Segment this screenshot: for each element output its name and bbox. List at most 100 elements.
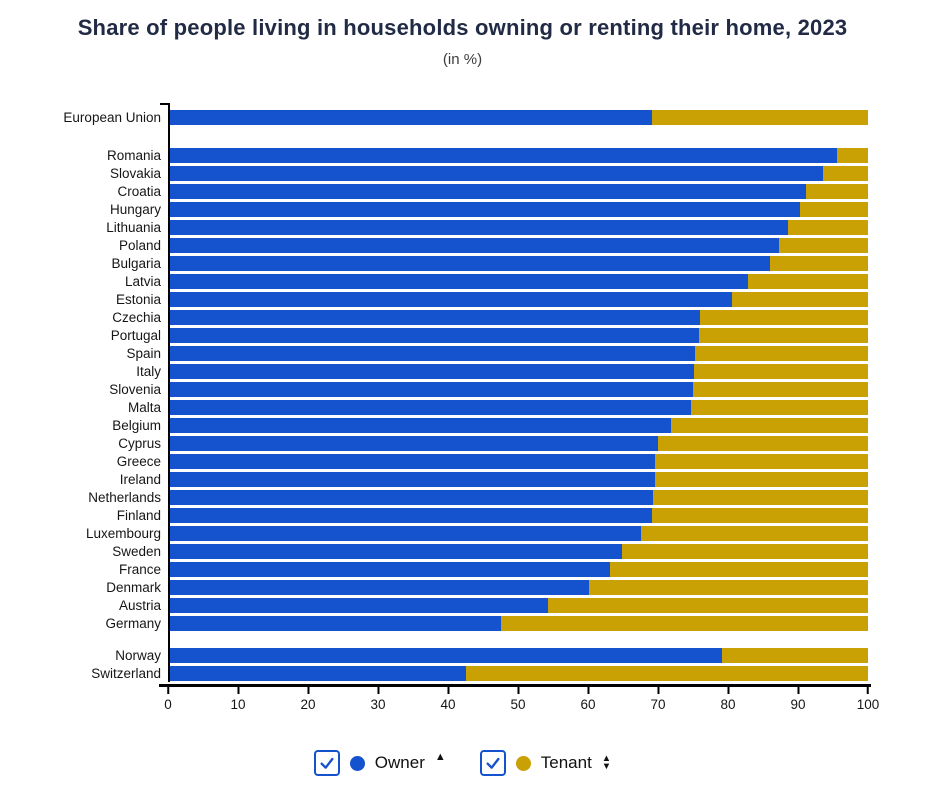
checkmark-icon bbox=[320, 757, 334, 769]
owner-bar-segment[interactable] bbox=[168, 327, 700, 343]
owner-bar-segment[interactable] bbox=[168, 417, 671, 433]
owner-bar-segment[interactable] bbox=[168, 399, 691, 415]
bar-row: Germany bbox=[0, 614, 925, 632]
owner-bar-segment[interactable] bbox=[168, 381, 693, 397]
owner-bar-segment[interactable] bbox=[168, 647, 723, 663]
tenant-bar-segment[interactable] bbox=[779, 237, 868, 253]
owner-bar-segment[interactable] bbox=[168, 291, 732, 307]
x-axis: 0 10 20 30 40 50 60 70 80 90 100 bbox=[159, 682, 879, 728]
sort-both-icon[interactable]: ▲ ▼ bbox=[601, 752, 612, 772]
owner-bar-segment[interactable] bbox=[168, 665, 466, 681]
x-axis-tick-label: 20 bbox=[300, 697, 316, 713]
country-label: Bulgaria bbox=[111, 255, 161, 271]
bar-track bbox=[168, 543, 868, 559]
owner-bar-segment[interactable] bbox=[168, 561, 611, 577]
tenant-bar-segment[interactable] bbox=[640, 525, 868, 541]
bar-row: Sweden bbox=[0, 542, 925, 560]
x-axis-tick-mark bbox=[797, 687, 799, 695]
owner-visibility-checkbox[interactable] bbox=[313, 750, 340, 777]
owner-bar-segment[interactable] bbox=[168, 109, 653, 125]
tenant-bar-segment[interactable] bbox=[823, 165, 868, 181]
owner-bar-segment[interactable] bbox=[168, 363, 695, 379]
bar-track bbox=[168, 255, 868, 271]
bar-track bbox=[168, 309, 868, 325]
tenant-bar-segment[interactable] bbox=[699, 327, 868, 343]
tenant-bar-segment[interactable] bbox=[651, 507, 868, 523]
tenant-bar-segment[interactable] bbox=[837, 147, 868, 163]
bar-track bbox=[168, 183, 868, 199]
checkmark-icon bbox=[486, 757, 500, 769]
country-label: Austria bbox=[118, 597, 161, 613]
tenant-bar-segment[interactable] bbox=[654, 471, 868, 487]
owner-bar-segment[interactable] bbox=[168, 543, 623, 559]
tenant-bar-segment[interactable] bbox=[693, 381, 868, 397]
plot-rows: European Union Romania Slovakia Croatia bbox=[0, 105, 925, 683]
tenant-bar-segment[interactable] bbox=[700, 309, 868, 325]
bar-row: Portugal bbox=[0, 326, 925, 344]
owner-bar-segment[interactable] bbox=[168, 219, 789, 235]
x-axis-tick: 80 bbox=[720, 684, 736, 713]
bar-track bbox=[168, 109, 868, 125]
owner-bar-segment[interactable] bbox=[168, 273, 748, 289]
tenant-bar-segment[interactable] bbox=[731, 291, 868, 307]
owner-bar-segment[interactable] bbox=[168, 471, 655, 487]
owner-bar-segment[interactable] bbox=[168, 507, 652, 523]
tenant-visibility-checkbox[interactable] bbox=[479, 750, 506, 777]
tenant-bar-segment[interactable] bbox=[722, 647, 868, 663]
country-label: Hungary bbox=[109, 201, 161, 217]
country-label: Malta bbox=[127, 399, 161, 415]
owner-bar-segment[interactable] bbox=[168, 147, 838, 163]
owner-bar-segment[interactable] bbox=[168, 183, 806, 199]
bar-row: Poland bbox=[0, 236, 925, 254]
tenant-bar-segment[interactable] bbox=[788, 219, 868, 235]
tenant-bar-segment[interactable] bbox=[694, 363, 868, 379]
tenant-bar-segment[interactable] bbox=[770, 255, 868, 271]
owner-bar-segment[interactable] bbox=[168, 435, 658, 451]
bar-track bbox=[168, 665, 868, 681]
country-label: Sweden bbox=[112, 543, 161, 559]
tenant-bar-segment[interactable] bbox=[670, 417, 868, 433]
owner-bar-segment[interactable] bbox=[168, 615, 502, 631]
owner-bar-segment[interactable] bbox=[168, 255, 770, 271]
owner-bar-segment[interactable] bbox=[168, 309, 700, 325]
x-axis-tick-mark bbox=[166, 687, 169, 695]
country-label: France bbox=[118, 561, 161, 577]
tenant-bar-segment[interactable] bbox=[548, 597, 868, 613]
owner-bar-segment[interactable] bbox=[168, 453, 656, 469]
tenant-bar-segment[interactable] bbox=[652, 109, 868, 125]
bar-track bbox=[168, 597, 868, 613]
tenant-bar-segment[interactable] bbox=[588, 579, 868, 595]
tenant-bar-segment[interactable] bbox=[610, 561, 868, 577]
owner-bar-segment[interactable] bbox=[168, 345, 696, 361]
owner-bar-segment[interactable] bbox=[168, 237, 780, 253]
country-label: Latvia bbox=[124, 273, 161, 289]
chart-legend: Owner ▲ Tenant ▲ ▼ bbox=[0, 750, 925, 777]
owner-bar-segment[interactable] bbox=[168, 201, 801, 217]
owner-bar-segment[interactable] bbox=[168, 579, 589, 595]
tenant-bar-segment[interactable] bbox=[695, 345, 868, 361]
bar-row: Cyprus bbox=[0, 434, 925, 452]
tenant-bar-segment[interactable] bbox=[747, 273, 868, 289]
tenant-bar-segment[interactable] bbox=[690, 399, 868, 415]
owner-bar-segment[interactable] bbox=[168, 489, 654, 505]
tenant-bar-segment[interactable] bbox=[655, 453, 868, 469]
owner-bar-segment[interactable] bbox=[168, 165, 824, 181]
tenant-bar-segment[interactable] bbox=[501, 615, 868, 631]
tenant-bar-segment[interactable] bbox=[465, 665, 868, 681]
x-axis-tick-label: 80 bbox=[720, 697, 736, 713]
owner-bar-segment[interactable] bbox=[168, 597, 549, 613]
country-label: Cyprus bbox=[118, 435, 161, 451]
tenant-bar-segment[interactable] bbox=[658, 435, 868, 451]
sort-up-glyph: ▲ bbox=[601, 752, 612, 764]
sort-ascending-icon[interactable]: ▲ bbox=[434, 751, 446, 764]
tenant-bar-segment[interactable] bbox=[653, 489, 868, 505]
bar-track bbox=[168, 345, 868, 361]
bar-row: Hungary bbox=[0, 200, 925, 218]
tenant-bar-segment[interactable] bbox=[805, 183, 868, 199]
bar-row: Spain bbox=[0, 344, 925, 362]
tenant-bar-segment[interactable] bbox=[622, 543, 868, 559]
tenant-bar-segment[interactable] bbox=[800, 201, 868, 217]
bar-track bbox=[168, 327, 868, 343]
owner-bar-segment[interactable] bbox=[168, 525, 641, 541]
